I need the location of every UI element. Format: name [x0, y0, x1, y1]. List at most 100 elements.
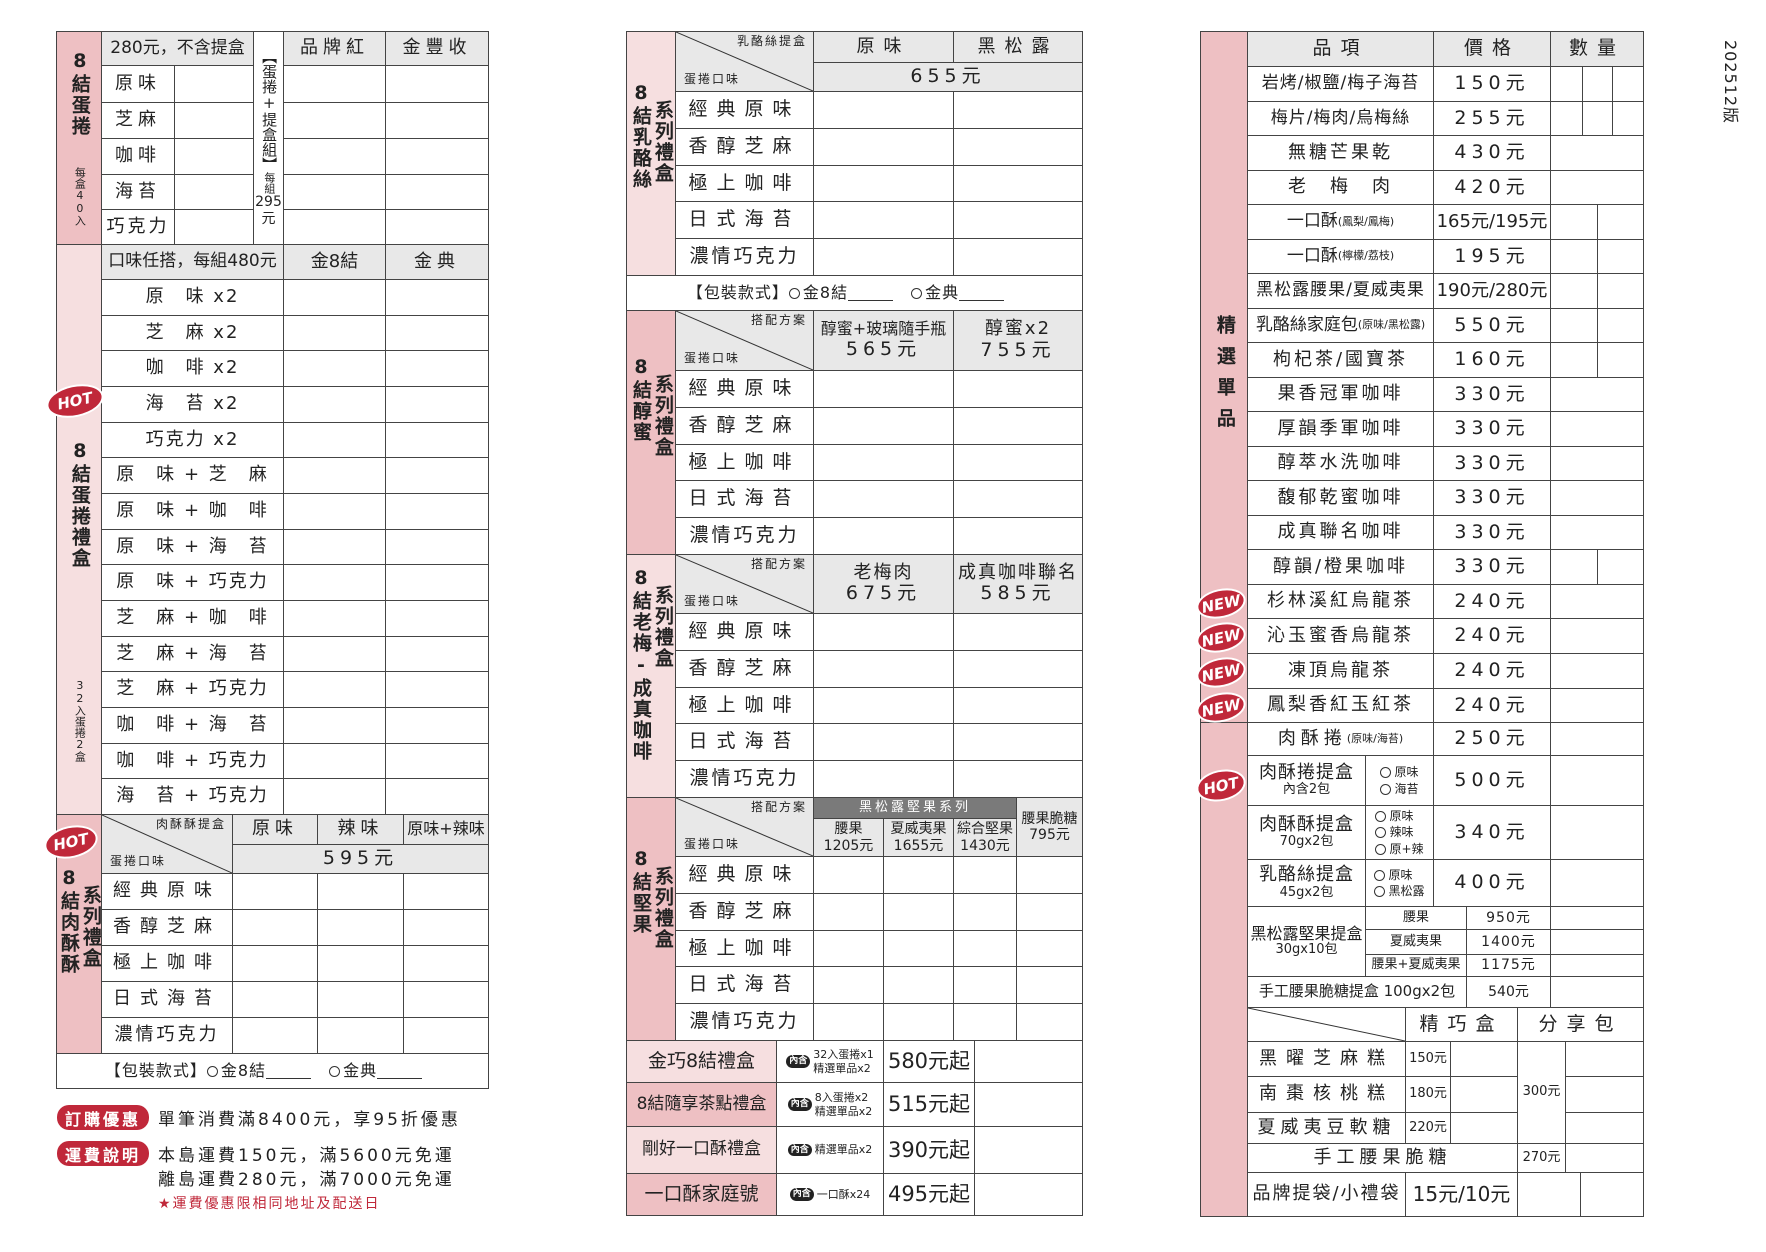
quantity-field[interactable] — [385, 138, 489, 175]
quantity-blank[interactable] — [848, 286, 894, 301]
quantity-field[interactable] — [385, 600, 489, 637]
quantity-field[interactable] — [974, 1126, 1083, 1174]
quantity-field[interactable] — [1517, 1172, 1581, 1217]
quantity-field[interactable] — [813, 370, 954, 408]
quantity-field[interactable] — [1550, 308, 1598, 343]
quantity-field[interactable] — [813, 165, 954, 202]
quantity-field[interactable] — [813, 723, 954, 761]
quantity-field[interactable] — [232, 981, 318, 1018]
option-radio[interactable] — [1380, 767, 1392, 779]
quantity-field[interactable] — [403, 981, 489, 1018]
quantity-field[interactable] — [953, 723, 1083, 761]
quantity-field[interactable] — [1550, 722, 1644, 756]
quantity-field[interactable] — [953, 480, 1083, 518]
quantity-field[interactable] — [283, 279, 386, 316]
quantity-field[interactable] — [1550, 66, 1583, 102]
quantity-field[interactable] — [1550, 135, 1644, 171]
quantity-field[interactable] — [953, 517, 1083, 555]
quantity-field[interactable] — [953, 760, 1083, 798]
quantity-field[interactable] — [385, 529, 489, 565]
quantity-field[interactable] — [1565, 1112, 1644, 1144]
quantity-field[interactable] — [403, 909, 489, 946]
quantity-field[interactable] — [174, 102, 254, 139]
quantity-field[interactable] — [1550, 342, 1598, 378]
quantity-field[interactable] — [1550, 549, 1598, 585]
quantity-field[interactable] — [953, 370, 1083, 408]
quantity-field[interactable] — [174, 174, 254, 210]
quantity-field[interactable] — [1016, 1003, 1083, 1041]
packaging-radio[interactable] — [329, 1065, 341, 1077]
quantity-field[interactable] — [385, 671, 489, 708]
quantity-field[interactable] — [813, 930, 884, 967]
quantity-field[interactable] — [953, 128, 1083, 166]
quantity-field[interactable] — [283, 778, 386, 815]
quantity-field[interactable] — [813, 517, 954, 555]
quantity-field[interactable] — [1582, 66, 1613, 102]
quantity-field[interactable] — [1550, 446, 1644, 481]
quantity-field[interactable] — [1016, 930, 1083, 967]
quantity-field[interactable] — [1550, 101, 1583, 136]
quantity-field[interactable] — [385, 422, 489, 458]
quantity-field[interactable] — [813, 201, 954, 239]
quantity-field[interactable] — [1597, 342, 1644, 378]
quantity-blank[interactable] — [377, 1064, 423, 1079]
option-radio[interactable] — [1374, 869, 1386, 881]
quantity-field[interactable] — [1550, 239, 1598, 274]
quantity-field[interactable] — [813, 91, 954, 129]
quantity-field[interactable] — [1565, 1143, 1644, 1173]
quantity-field[interactable] — [1550, 653, 1644, 689]
quantity-field[interactable] — [1550, 170, 1644, 205]
quantity-field[interactable] — [1550, 805, 1644, 860]
quantity-field[interactable] — [1565, 1076, 1644, 1113]
quantity-field[interactable] — [385, 315, 489, 351]
quantity-field[interactable] — [1550, 906, 1644, 930]
quantity-field[interactable] — [813, 238, 954, 276]
quantity-field[interactable] — [283, 707, 386, 744]
quantity-field[interactable] — [813, 128, 954, 166]
quantity-field[interactable] — [1580, 1172, 1644, 1217]
quantity-field[interactable] — [813, 480, 954, 518]
quantity-field[interactable] — [1550, 273, 1598, 309]
option-radio[interactable] — [1374, 886, 1386, 897]
quantity-field[interactable] — [1597, 273, 1644, 309]
quantity-field[interactable] — [385, 386, 489, 423]
quantity-field[interactable] — [883, 930, 954, 967]
option-radio[interactable] — [1375, 827, 1387, 839]
packaging-radio[interactable] — [911, 287, 923, 299]
quantity-field[interactable] — [1550, 204, 1598, 240]
quantity-field[interactable] — [813, 613, 954, 651]
quantity-field[interactable] — [1550, 515, 1644, 550]
quantity-field[interactable] — [1597, 308, 1644, 343]
quantity-field[interactable] — [953, 238, 1083, 276]
quantity-field[interactable] — [813, 407, 954, 445]
quantity-field[interactable] — [813, 856, 884, 894]
quantity-field[interactable] — [283, 529, 386, 565]
quantity-field[interactable] — [385, 636, 489, 672]
quantity-field[interactable] — [283, 564, 386, 601]
quantity-field[interactable] — [813, 760, 954, 798]
quantity-field[interactable] — [385, 457, 489, 494]
quantity-field[interactable] — [385, 350, 489, 387]
quantity-field[interactable] — [1016, 893, 1083, 931]
quantity-field[interactable] — [1550, 377, 1644, 412]
quantity-field[interactable] — [317, 909, 404, 946]
quantity-field[interactable] — [403, 945, 489, 982]
option-radio[interactable] — [1375, 843, 1387, 855]
quantity-field[interactable] — [283, 422, 386, 458]
quantity-field[interactable] — [953, 930, 1017, 967]
quantity-field[interactable] — [883, 1003, 954, 1041]
quantity-field[interactable] — [813, 650, 954, 688]
quantity-field[interactable] — [1450, 1076, 1518, 1113]
packaging-radio[interactable] — [788, 287, 800, 299]
quantity-field[interactable] — [232, 945, 318, 982]
quantity-field[interactable] — [883, 856, 954, 894]
quantity-field[interactable] — [883, 966, 954, 1004]
quantity-field[interactable] — [953, 165, 1083, 202]
quantity-field[interactable] — [385, 209, 489, 245]
quantity-field[interactable] — [283, 315, 386, 351]
quantity-field[interactable] — [813, 1003, 884, 1041]
quantity-field[interactable] — [283, 209, 386, 245]
quantity-field[interactable] — [385, 778, 489, 815]
quantity-field[interactable] — [317, 1017, 404, 1054]
quantity-field[interactable] — [317, 873, 404, 910]
